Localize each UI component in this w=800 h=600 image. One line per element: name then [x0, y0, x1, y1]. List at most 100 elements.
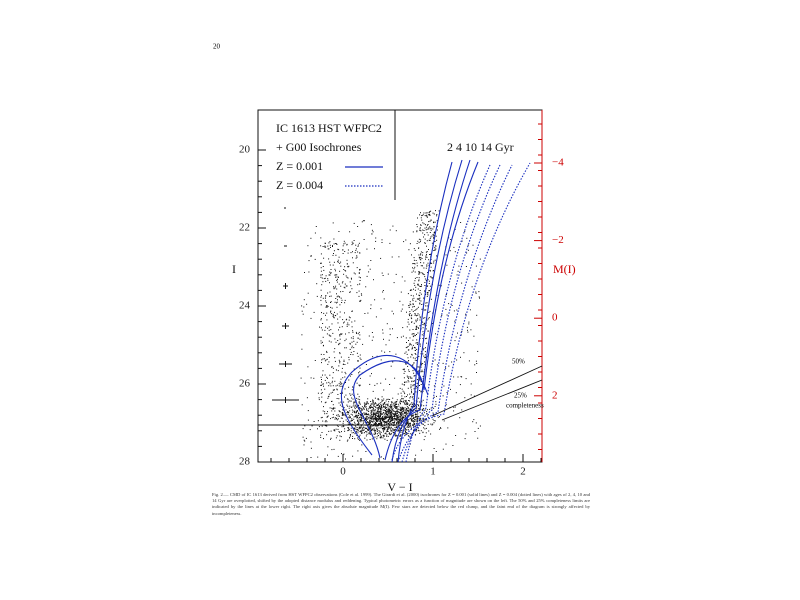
star-dot [416, 409, 418, 411]
star-dot [420, 257, 422, 258]
star-dot [346, 412, 348, 414]
star-dot [322, 266, 324, 267]
star-dot [420, 384, 422, 385]
star-dot [374, 410, 376, 412]
star-dot [365, 412, 367, 414]
star-dot [393, 429, 395, 431]
star-dot [455, 392, 457, 394]
star-dot [317, 428, 318, 430]
star-dot [388, 433, 390, 435]
star-dot [429, 269, 431, 271]
star-dot [410, 426, 412, 428]
star-dot [343, 361, 345, 362]
star-dot [367, 402, 369, 404]
star-dot [347, 249, 349, 251]
star-dot [387, 412, 389, 414]
star-dot [425, 354, 426, 356]
star-dot [391, 416, 393, 418]
star-dot [343, 321, 345, 323]
star-dot [320, 276, 322, 278]
star-dot [428, 283, 430, 284]
star-dot [412, 270, 414, 272]
star-dot [359, 269, 360, 271]
star-dot [453, 310, 455, 312]
star-dot [386, 422, 388, 424]
star-dot [366, 431, 368, 433]
star-dot [362, 432, 364, 434]
star-dot [321, 312, 322, 314]
star-dot [355, 416, 357, 418]
star-dot [374, 248, 375, 250]
star-dot [391, 408, 393, 410]
star-dot [354, 416, 356, 417]
star-dot [364, 402, 366, 404]
star-dot [384, 426, 386, 428]
star-dot [366, 421, 368, 423]
star-dot [408, 349, 410, 351]
star-dot [407, 346, 409, 347]
star-dot [337, 340, 339, 341]
star-dot [380, 423, 382, 425]
star-dot [404, 371, 406, 372]
star-dot [381, 242, 383, 243]
star-dot [329, 274, 330, 276]
star-dot [411, 353, 413, 355]
star-dot [389, 399, 391, 400]
star-dot [333, 317, 335, 319]
star-dot [362, 422, 364, 424]
star-dot [326, 312, 328, 314]
star-dot [389, 432, 390, 434]
star-dot [334, 357, 336, 359]
star-dot [343, 273, 345, 275]
star-dot [388, 428, 390, 430]
star-dot [321, 392, 323, 394]
star-dot [322, 370, 324, 372]
star-dot [412, 398, 414, 400]
star-dot [363, 426, 365, 428]
star-dot [339, 439, 341, 441]
star-dot [366, 402, 368, 404]
star-dot [347, 266, 349, 268]
star-dot [359, 416, 361, 418]
star-dot [422, 431, 424, 433]
star-dot [378, 423, 380, 425]
star-dot [361, 417, 363, 419]
star-dot [343, 414, 345, 415]
star-dot [367, 403, 369, 405]
star-dot [324, 402, 326, 404]
star-dot [417, 332, 419, 334]
star-dot [342, 412, 344, 414]
star-dot [408, 411, 410, 413]
star-dot [421, 272, 423, 274]
star-dot [407, 403, 409, 405]
star-dot [424, 290, 426, 292]
star-dot [330, 302, 331, 303]
star-dot [380, 406, 382, 407]
star-dot [396, 422, 398, 424]
star-dot [351, 389, 353, 391]
star-dot [436, 220, 438, 222]
star-dot [331, 366, 333, 368]
star-dot [423, 355, 425, 357]
star-dot [388, 410, 390, 412]
star-dot [395, 407, 397, 409]
star-dot [417, 421, 418, 423]
star-dot [383, 430, 385, 432]
star-dot [333, 286, 335, 288]
star-dot [406, 353, 408, 355]
star-dot [436, 255, 437, 257]
star-dot [386, 413, 388, 415]
star-dot [357, 420, 359, 422]
star-dot [339, 335, 341, 337]
star-dot [343, 286, 345, 288]
star-dot [424, 282, 426, 283]
star-dot [331, 380, 333, 382]
star-dot [426, 264, 428, 266]
star-dot [413, 322, 415, 324]
star-dot [430, 253, 432, 255]
star-dot [434, 231, 435, 233]
star-dot [425, 338, 426, 340]
star-dot [351, 423, 353, 425]
star-dot [382, 409, 384, 411]
